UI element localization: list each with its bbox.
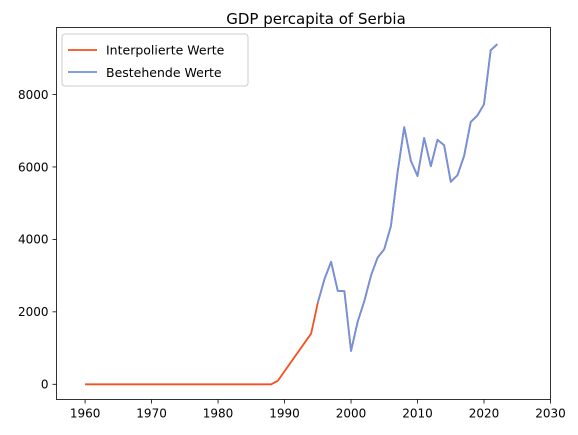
y-tick-label: 6000 — [18, 160, 49, 174]
y-axis: 0 2000 4000 6000 8000 — [18, 88, 57, 392]
x-tick-label: 2000 — [336, 407, 367, 421]
x-tick-label: 2010 — [402, 407, 433, 421]
chart-title: GDP percapita of Serbia — [226, 10, 406, 28]
x-tick-label: 1970 — [136, 407, 167, 421]
x-tick-label: 1960 — [70, 407, 101, 421]
series-line-1 — [316, 43, 498, 352]
x-tick-label: 2030 — [535, 407, 566, 421]
series-line-0 — [85, 43, 498, 386]
x-tick-label: 1990 — [269, 407, 300, 421]
x-axis: 1960 1970 1980 1990 2000 2010 2020 2030 — [70, 399, 566, 421]
legend: Interpolierte Werte Bestehende Werte — [61, 33, 249, 87]
y-tick-label: 4000 — [18, 233, 49, 247]
y-tick-label: 8000 — [18, 88, 49, 102]
plot-area — [85, 43, 498, 386]
legend-label-interpolated: Interpolierte Werte — [106, 43, 225, 58]
legend-label-existing: Bestehende Werte — [106, 65, 222, 80]
legend-box — [61, 33, 249, 87]
x-tick-label: 2020 — [469, 407, 500, 421]
y-tick-label: 0 — [41, 378, 49, 392]
x-tick-label: 1980 — [203, 407, 234, 421]
plot-frame — [56, 27, 551, 400]
y-tick-label: 2000 — [18, 305, 49, 319]
